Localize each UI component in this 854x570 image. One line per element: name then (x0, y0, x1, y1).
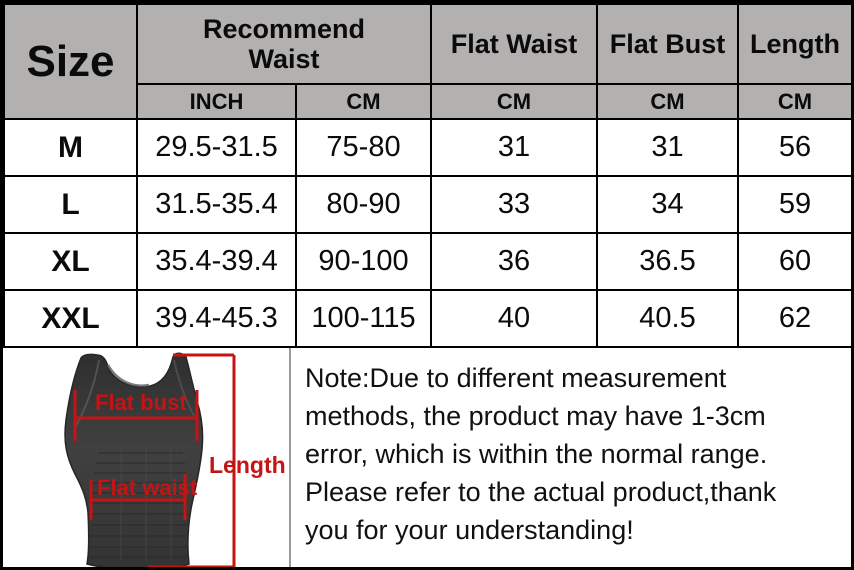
vest-armhole-right (173, 359, 196, 419)
note-line-2: methods, the product may have 1-3cm (305, 401, 766, 431)
cell-size: XXL (3, 289, 138, 348)
unit-cm-length: CM (737, 83, 851, 120)
cell-length: 60 (737, 232, 851, 291)
cell-waist-cm: 90-100 (295, 232, 432, 291)
note-line-3: error, which is within the normal range. (305, 439, 768, 469)
cell-waist-inch: 31.5-35.4 (136, 175, 297, 234)
flat-waist-label: Flat waist (97, 475, 198, 500)
unit-cm-flat-bust: CM (596, 83, 739, 120)
cell-flat-waist: 31 (430, 118, 598, 177)
cell-flat-waist: 40 (430, 289, 598, 348)
header-flat-waist: Flat Waist (430, 3, 598, 85)
unit-inch: INCH (136, 83, 297, 120)
cell-waist-cm: 80-90 (295, 175, 432, 234)
vest-armhole-left (74, 359, 100, 429)
size-chart-table: Size Recommend Waist Flat Waist Flat Bus… (3, 3, 851, 348)
cell-flat-waist: 33 (430, 175, 598, 234)
cell-length: 56 (737, 118, 851, 177)
cell-length: 59 (737, 175, 851, 234)
vest-panel-seams (120, 448, 172, 561)
cell-waist-cm: 75-80 (295, 118, 432, 177)
table-row-m: M 29.5-31.5 75-80 31 31 56 (3, 118, 851, 177)
cell-size: M (3, 118, 138, 177)
note-line-1: Note:Due to different measurement (305, 363, 727, 393)
cell-waist-inch: 39.4-45.3 (136, 289, 297, 348)
cell-waist-inch: 35.4-39.4 (136, 232, 297, 291)
unit-cm-flat-waist: CM (430, 83, 598, 120)
cell-size: XL (3, 232, 138, 291)
cell-flat-bust: 36.5 (596, 232, 739, 291)
unit-cm-waist: CM (295, 83, 432, 120)
cell-waist-cm: 100-115 (295, 289, 432, 348)
cell-size: L (3, 175, 138, 234)
flat-bust-label: Flat bust (95, 390, 187, 415)
cell-flat-bust: 34 (596, 175, 739, 234)
note-line-4: Please refer to the actual product,thank (305, 477, 777, 507)
header-recommend-waist: Recommend Waist (136, 3, 432, 85)
header-length: Length (737, 3, 851, 85)
note-text: Note:Due to different measurement method… (291, 348, 851, 567)
note-line-5: you for your understanding! (305, 515, 634, 545)
vest-neckline (106, 364, 150, 387)
cell-waist-inch: 29.5-31.5 (136, 118, 297, 177)
header-recommend-waist-label: Recommend Waist (202, 14, 366, 74)
table-row-xxl: XXL 39.4-45.3 100-115 40 40.5 62 (3, 289, 851, 348)
header-size: Size (3, 3, 138, 120)
bottom-section: Flat bust Flat waist Length Note:Due to … (3, 348, 851, 567)
cell-flat-bust: 31 (596, 118, 739, 177)
table-row-xl: XL 35.4-39.4 90-100 36 36.5 60 (3, 232, 851, 291)
bottom-divider (289, 348, 291, 567)
cell-length: 62 (737, 289, 851, 348)
header-flat-bust: Flat Bust (596, 3, 739, 85)
measurement-lines (73, 353, 236, 567)
table-row-l: L 31.5-35.4 80-90 33 34 59 (3, 175, 851, 234)
length-label: Length (209, 452, 286, 478)
cell-flat-bust: 40.5 (596, 289, 739, 348)
vest-image: Flat bust Flat waist Length (64, 352, 286, 567)
cell-flat-waist: 36 (430, 232, 598, 291)
vest-measurement-diagram: Flat bust Flat waist Length (3, 348, 289, 567)
